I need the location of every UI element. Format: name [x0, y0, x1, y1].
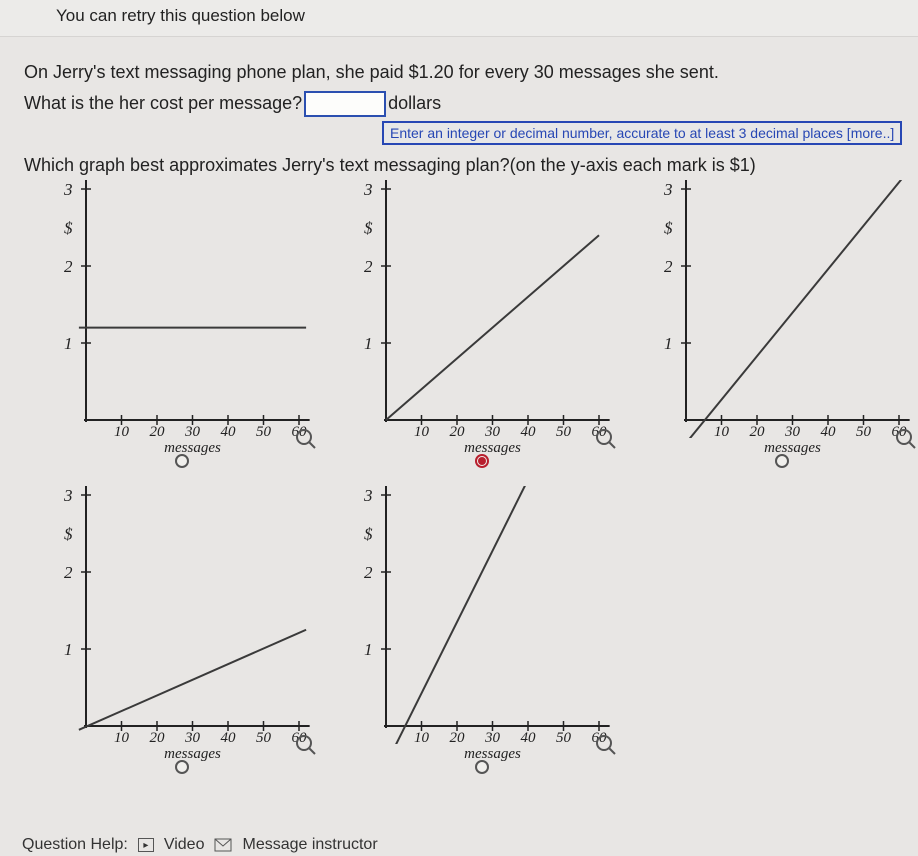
x-tick-label: 20	[447, 730, 467, 747]
x-tick-label: 10	[412, 424, 432, 441]
graph-option-g2[interactable]: 321$102030405060messages	[342, 180, 622, 438]
video-link[interactable]: Video	[164, 836, 205, 854]
x-tick-label: 30	[783, 424, 803, 441]
x-tick-label: 10	[712, 424, 732, 441]
svg-text:2: 2	[364, 257, 373, 276]
svg-text:2: 2	[64, 257, 73, 276]
x-tick-label: 40	[518, 730, 538, 747]
answer-line: What is the her cost per message? dollar…	[24, 91, 898, 117]
question-content: On Jerry's text messaging phone plan, sh…	[0, 37, 918, 800]
graph-option-g4[interactable]: 321$102030405060messages	[42, 486, 322, 744]
question-line1: On Jerry's text messaging phone plan, sh…	[24, 59, 898, 87]
svg-text:1: 1	[64, 640, 73, 659]
input-hint[interactable]: Enter an integer or decimal number, accu…	[382, 121, 902, 145]
message-instructor-link[interactable]: Message instructor	[242, 836, 377, 854]
x-tick-label: 10	[112, 424, 132, 441]
x-tick-label: 10	[112, 730, 132, 747]
x-tick-label: 10	[412, 730, 432, 747]
x-axis-label: messages	[153, 440, 233, 457]
graph-option-g1[interactable]: 321$102030405060messages	[42, 180, 322, 438]
x-tick-label: 40	[518, 424, 538, 441]
svg-text:1: 1	[64, 334, 73, 353]
svg-text:3: 3	[363, 180, 373, 199]
input-hint-text: Enter an integer or decimal number, accu…	[390, 125, 894, 141]
retry-text: You can retry this question below	[56, 6, 305, 25]
graph-radio-g1[interactable]	[175, 454, 189, 468]
x-tick-label: 20	[147, 424, 167, 441]
cost-per-message-input[interactable]	[304, 91, 386, 117]
graph-option-g3[interactable]: 321$102030405060messages	[642, 180, 918, 438]
x-axis-label: messages	[753, 440, 833, 457]
x-tick-label: 20	[447, 424, 467, 441]
svg-text:$: $	[64, 218, 73, 237]
question-help-label: Question Help:	[22, 836, 128, 854]
magnify-icon[interactable]	[295, 428, 317, 450]
svg-text:1: 1	[364, 334, 373, 353]
question-line2-suffix: dollars	[388, 93, 441, 114]
graph-svg: 3 2 1 $	[642, 180, 918, 438]
question-help-row: Question Help: ▸ Video Message instructo…	[22, 836, 378, 854]
graph-radio-g4[interactable]	[175, 760, 189, 774]
svg-text:$: $	[364, 524, 373, 543]
graph-radio-g2[interactable]	[475, 454, 489, 468]
svg-text:$: $	[364, 218, 373, 237]
graph-svg: 3 2 1 $	[42, 180, 322, 438]
svg-text:3: 3	[63, 486, 73, 505]
x-tick-label: 30	[183, 424, 203, 441]
x-tick-label: 50	[254, 730, 274, 747]
svg-text:3: 3	[63, 180, 73, 199]
svg-text:2: 2	[664, 257, 673, 276]
svg-text:1: 1	[664, 334, 673, 353]
graph-svg: 3 2 1 $	[42, 486, 322, 744]
x-tick-label: 50	[854, 424, 874, 441]
graph-svg: 3 2 1 $	[342, 180, 622, 438]
x-tick-label: 30	[483, 730, 503, 747]
x-tick-label: 20	[147, 730, 167, 747]
graph-radio-g3[interactable]	[775, 454, 789, 468]
x-axis-label: messages	[453, 746, 533, 763]
x-tick-label: 50	[554, 424, 574, 441]
graph-radio-g5[interactable]	[475, 760, 489, 774]
svg-text:3: 3	[663, 180, 673, 199]
x-tick-label: 50	[254, 424, 274, 441]
video-play-icon[interactable]: ▸	[138, 838, 154, 852]
x-tick-label: 30	[483, 424, 503, 441]
x-axis-label: messages	[153, 746, 233, 763]
svg-text:$: $	[64, 524, 73, 543]
svg-text:1: 1	[364, 640, 373, 659]
question-line2-prefix: What is the her cost per message?	[24, 93, 302, 114]
x-tick-label: 40	[218, 730, 238, 747]
x-tick-label: 40	[218, 424, 238, 441]
graph-option-g5[interactable]: 321$102030405060messages	[342, 486, 622, 744]
graphs-grid: 321$102030405060messages321$102030405060…	[24, 180, 918, 800]
x-tick-label: 50	[554, 730, 574, 747]
magnify-icon[interactable]	[595, 428, 617, 450]
x-tick-label: 20	[747, 424, 767, 441]
retry-banner: You can retry this question below	[0, 0, 918, 37]
mail-icon[interactable]	[214, 838, 232, 852]
magnify-icon[interactable]	[295, 734, 317, 756]
magnify-icon[interactable]	[595, 734, 617, 756]
x-tick-label: 30	[183, 730, 203, 747]
sub-question: Which graph best approximates Jerry's te…	[24, 155, 898, 176]
x-tick-label: 40	[818, 424, 838, 441]
magnify-icon[interactable]	[895, 428, 917, 450]
graph-svg: 3 2 1 $	[342, 486, 622, 744]
svg-text:2: 2	[364, 563, 373, 582]
svg-text:3: 3	[363, 486, 373, 505]
svg-text:$: $	[664, 218, 673, 237]
x-axis-label: messages	[453, 440, 533, 457]
svg-text:2: 2	[64, 563, 73, 582]
